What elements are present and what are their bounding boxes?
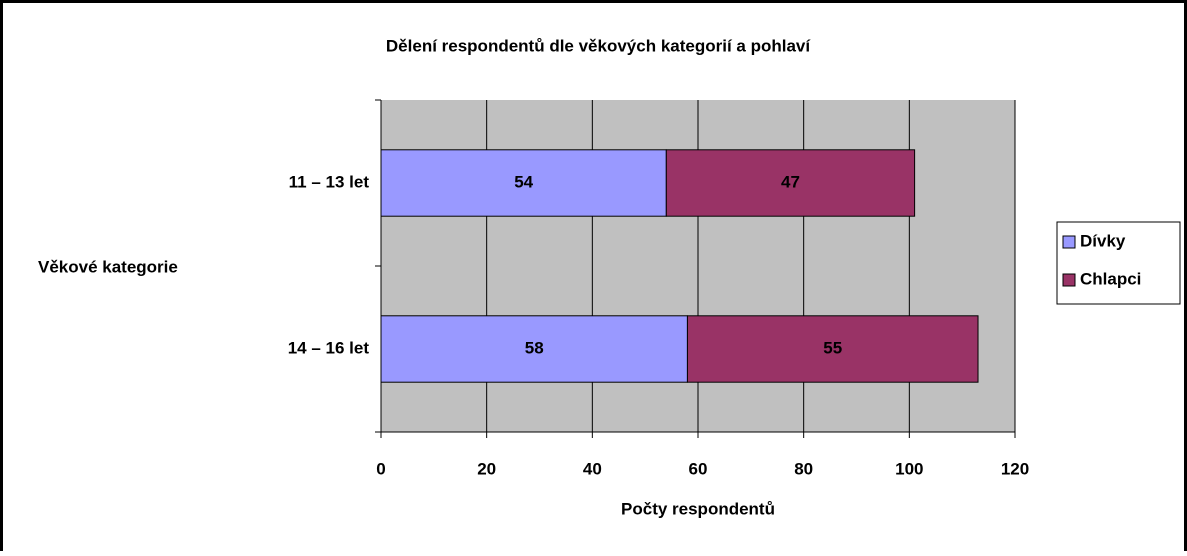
x-tick-label: 40 [583, 459, 602, 478]
x-tick-label: 0 [376, 459, 385, 478]
bar [686, 315, 979, 383]
x-tick-label: 60 [689, 459, 708, 478]
legend-swatch [1062, 273, 1076, 287]
legend-label: Dívky [1080, 231, 1126, 250]
x-axis-label: Počty respondentů [621, 499, 775, 518]
x-tick-label: 80 [794, 459, 813, 478]
legend-label: Chlapci [1080, 269, 1141, 288]
x-tick-label: 20 [477, 459, 496, 478]
bar [665, 149, 916, 217]
data-label: 55 [823, 338, 842, 357]
data-label: 54 [514, 172, 533, 191]
bar [380, 315, 688, 383]
legend-swatch [1062, 235, 1076, 249]
data-label: 47 [781, 172, 800, 191]
x-tick-label: 100 [895, 459, 923, 478]
bar [380, 149, 667, 217]
y-axis-label: Věkové kategorie [38, 257, 178, 276]
legend-box [1056, 221, 1181, 305]
data-label: 58 [525, 338, 544, 357]
y-tick-label: 11 – 13 let [289, 172, 370, 191]
y-tick-label: 14 – 16 let [288, 338, 370, 357]
chart-title: Dělení respondentů dle věkových kategori… [386, 36, 811, 55]
x-tick-label: 120 [1001, 459, 1029, 478]
